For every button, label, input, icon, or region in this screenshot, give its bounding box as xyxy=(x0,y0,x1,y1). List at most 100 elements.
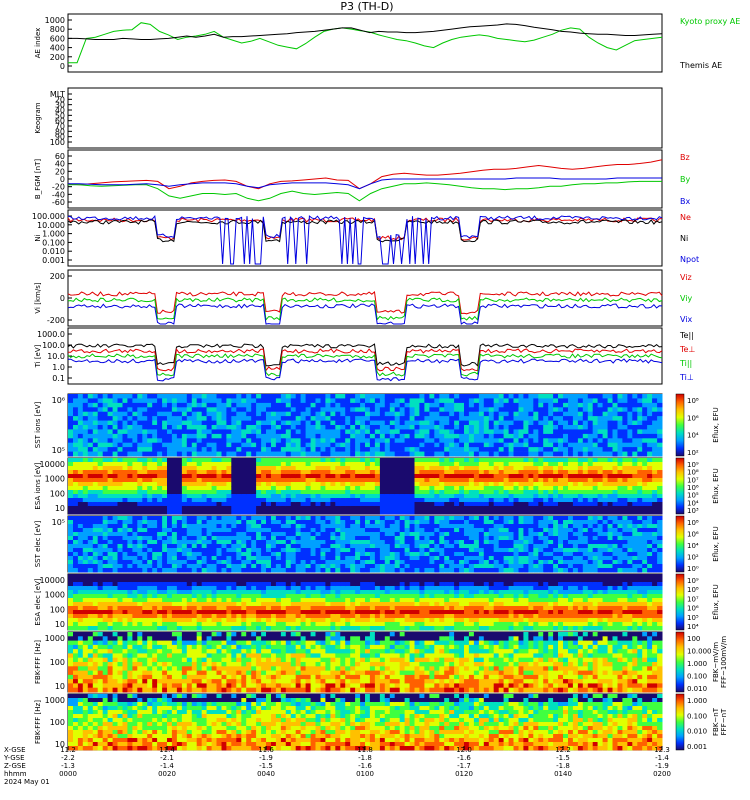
spectrogram-cell xyxy=(558,420,564,426)
spectrogram-cell xyxy=(171,425,178,430)
spectrogram-cell xyxy=(652,470,658,475)
spectrogram-cell xyxy=(191,490,198,495)
spectrogram-cell xyxy=(642,407,648,413)
spectrogram-cell xyxy=(196,498,203,503)
spectrogram-cell xyxy=(473,498,480,503)
spectrogram-cell xyxy=(137,560,143,565)
spectrogram-cell xyxy=(523,524,529,529)
spectrogram-cell xyxy=(538,482,544,487)
spectrogram-cell xyxy=(92,442,99,448)
spectrogram-cell xyxy=(538,552,544,557)
spectrogram-cell xyxy=(266,462,272,467)
spectrogram-cell xyxy=(167,429,173,435)
spectrogram-cell xyxy=(256,442,262,448)
spectrogram-cell xyxy=(568,458,574,463)
spectrogram-cell xyxy=(429,429,435,435)
spectrogram-cell xyxy=(483,438,490,444)
spectrogram-cell xyxy=(498,416,505,421)
spectrogram-cell xyxy=(246,556,252,561)
spectrogram-cell xyxy=(335,528,341,533)
spectrogram-cell xyxy=(543,540,549,545)
spectrogram-cell xyxy=(216,506,222,511)
spectrogram-cell xyxy=(468,411,475,417)
spectrogram-cell xyxy=(162,528,168,533)
spectrogram-cell xyxy=(176,447,183,452)
spectrogram-cell xyxy=(468,442,475,448)
spectrogram-cell xyxy=(112,540,118,545)
spectrogram-cell xyxy=(449,544,455,549)
spectrogram-cell xyxy=(563,564,569,569)
spectrogram-cell xyxy=(77,548,84,553)
spectrogram-cell xyxy=(597,398,603,404)
spectrogram-cell xyxy=(285,532,292,537)
spectrogram-cell xyxy=(449,462,455,467)
spectrogram-cell xyxy=(365,433,371,439)
spectrogram-cell xyxy=(305,490,311,495)
spectrogram-cell xyxy=(206,442,212,448)
spectrogram-cell xyxy=(439,482,445,487)
spectrogram-cell xyxy=(389,506,396,511)
spectrogram-cell xyxy=(325,568,331,573)
spectrogram-cell xyxy=(464,416,470,421)
spectrogram-cell xyxy=(647,447,653,452)
spectrogram-cell xyxy=(82,394,89,399)
spectrogram-cell xyxy=(271,556,277,561)
spectrogram-cell xyxy=(256,425,262,430)
spectrogram-cell xyxy=(374,451,381,457)
spectrogram-cell xyxy=(92,407,99,413)
spectrogram-cell xyxy=(152,544,158,549)
spectrogram-cell xyxy=(186,560,193,565)
spectrogram-cell xyxy=(82,447,89,452)
spectrogram-cell xyxy=(488,528,495,533)
spectrogram-cell xyxy=(538,494,544,499)
spectrogram-cell xyxy=(374,490,381,495)
spectrogram-cell xyxy=(280,490,287,495)
spectrogram-cell xyxy=(137,544,143,549)
spectrogram-cell xyxy=(350,568,356,573)
spectrogram-cell xyxy=(473,532,480,537)
spectrogram-cell xyxy=(147,524,153,529)
spectrogram-cell xyxy=(360,470,366,475)
spectrogram-cell xyxy=(642,478,648,483)
spectrogram-cell xyxy=(617,510,623,515)
spectrogram-cell xyxy=(300,433,306,439)
spectrogram-cell xyxy=(488,442,495,448)
spectrogram-cell xyxy=(360,466,366,471)
spectrogram-cell xyxy=(563,552,569,557)
spectrogram-cell xyxy=(231,560,237,565)
spectrogram-cell xyxy=(454,462,460,467)
spectrogram-cell xyxy=(300,458,306,463)
spectrogram-cell xyxy=(434,470,440,475)
spectrogram-cell xyxy=(518,560,524,565)
spectrogram-cell xyxy=(186,433,193,439)
spectrogram-cell xyxy=(592,398,599,404)
spectrogram-cell xyxy=(360,498,366,503)
spectrogram-cell xyxy=(612,398,618,404)
spectrogram-cell xyxy=(483,462,490,467)
spectrogram-cell xyxy=(379,394,386,399)
spectrogram-cell xyxy=(157,416,163,421)
spectrogram-cell xyxy=(384,498,391,503)
spectrogram-cell xyxy=(617,398,623,404)
spectrogram-cell xyxy=(201,520,208,525)
spectrogram-cell xyxy=(310,520,316,525)
spectrogram-cell xyxy=(473,486,480,491)
spectrogram-cell xyxy=(132,478,138,483)
spectrogram-cell xyxy=(137,532,143,537)
spectrogram-cell xyxy=(429,532,435,537)
spectrogram-cell xyxy=(612,486,618,491)
spectrogram-cell xyxy=(305,451,311,457)
spectrogram-cell xyxy=(379,447,386,452)
spectrogram-cell xyxy=(369,532,376,537)
spectrogram-cell xyxy=(171,548,178,553)
spectrogram-cell xyxy=(543,402,549,408)
spectrogram-cell xyxy=(528,568,534,573)
spectrogram-cell xyxy=(493,494,500,499)
spectrogram-cell xyxy=(310,486,316,491)
spectrogram-cell xyxy=(488,532,495,537)
spectrogram-cell xyxy=(414,532,420,537)
spectrogram-cell xyxy=(369,402,376,408)
spectrogram-cell xyxy=(221,556,227,561)
spectrogram-cell xyxy=(162,470,168,475)
spectrogram-cell xyxy=(315,532,321,537)
